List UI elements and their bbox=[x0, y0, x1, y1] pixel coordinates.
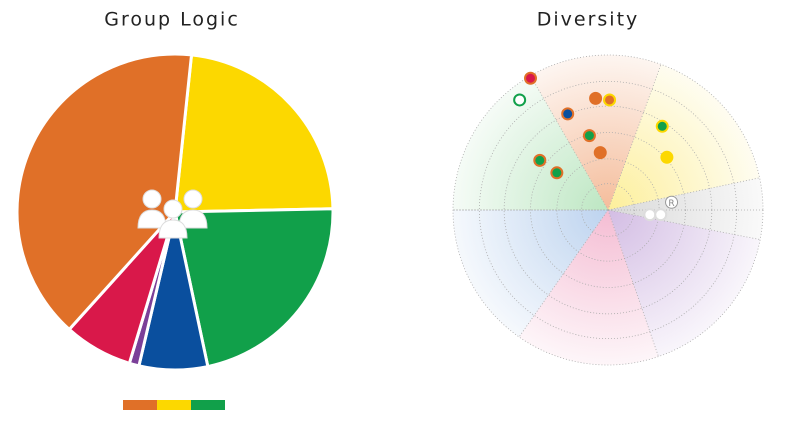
sector bbox=[453, 75, 608, 211]
point bbox=[660, 150, 674, 164]
point bbox=[589, 91, 603, 105]
pie-slice bbox=[173, 53, 335, 214]
polar: R bbox=[452, 54, 764, 366]
spoke bbox=[518, 209, 609, 338]
spoke bbox=[530, 75, 609, 211]
polar-title: Diversity bbox=[537, 9, 640, 31]
point bbox=[533, 153, 547, 167]
sector bbox=[608, 64, 760, 210]
legend-swatch bbox=[157, 400, 191, 410]
point bbox=[550, 166, 564, 180]
annotation-marker bbox=[665, 195, 679, 209]
point bbox=[654, 208, 668, 222]
sector bbox=[530, 54, 662, 210]
point bbox=[524, 71, 537, 85]
point bbox=[513, 93, 527, 107]
ring bbox=[530, 132, 686, 288]
point bbox=[593, 146, 607, 160]
sector bbox=[519, 210, 659, 366]
pie-slice bbox=[173, 207, 335, 369]
group-icon bbox=[137, 189, 208, 239]
spoke bbox=[607, 64, 662, 211]
point bbox=[655, 119, 669, 133]
sector bbox=[608, 210, 761, 357]
legend-swatch bbox=[123, 400, 157, 410]
sector bbox=[608, 177, 763, 240]
annotation-text: R bbox=[668, 199, 674, 209]
pie-slice bbox=[15, 52, 194, 331]
pie bbox=[15, 52, 335, 410]
point bbox=[582, 129, 596, 143]
spoke bbox=[607, 177, 760, 211]
point bbox=[561, 107, 575, 121]
ring bbox=[478, 80, 738, 340]
spoke bbox=[607, 209, 761, 240]
pie-title: Group Logic bbox=[104, 9, 240, 31]
spoke bbox=[607, 209, 659, 357]
sector bbox=[453, 210, 608, 337]
ring bbox=[581, 183, 635, 237]
legend-swatch bbox=[191, 400, 225, 410]
point bbox=[603, 93, 617, 107]
point bbox=[643, 208, 657, 222]
